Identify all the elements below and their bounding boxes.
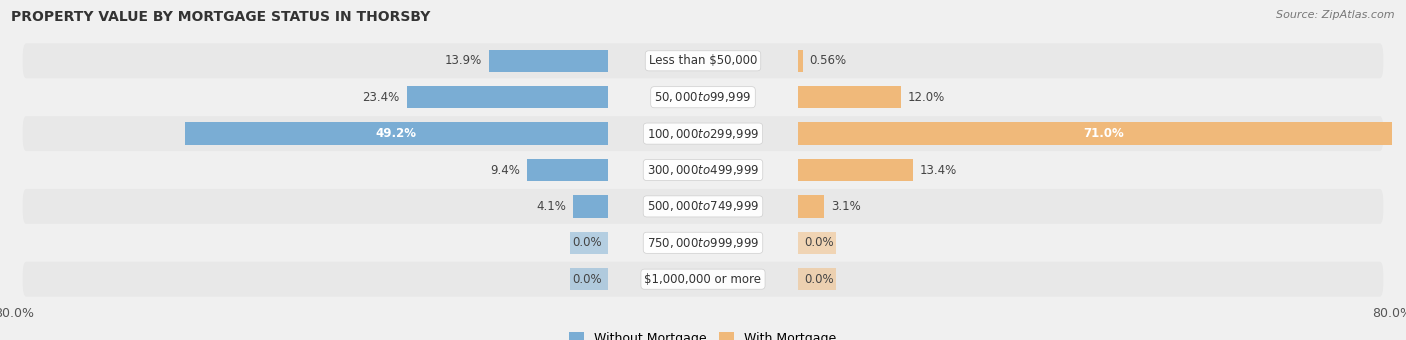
Bar xyxy=(184,122,609,145)
Bar xyxy=(527,159,609,181)
Text: 9.4%: 9.4% xyxy=(491,164,520,176)
Bar xyxy=(797,232,837,254)
Bar xyxy=(797,86,901,108)
Bar xyxy=(797,195,824,218)
Bar xyxy=(797,50,803,72)
Text: 0.56%: 0.56% xyxy=(810,54,846,67)
Text: PROPERTY VALUE BY MORTGAGE STATUS IN THORSBY: PROPERTY VALUE BY MORTGAGE STATUS IN THO… xyxy=(11,10,430,24)
Bar xyxy=(569,232,609,254)
Text: 71.0%: 71.0% xyxy=(1083,127,1123,140)
FancyBboxPatch shape xyxy=(22,262,1384,297)
Bar xyxy=(488,50,609,72)
FancyBboxPatch shape xyxy=(22,43,1384,78)
Text: $300,000 to $499,999: $300,000 to $499,999 xyxy=(647,163,759,177)
FancyBboxPatch shape xyxy=(22,116,1384,151)
Text: $100,000 to $299,999: $100,000 to $299,999 xyxy=(647,126,759,141)
FancyBboxPatch shape xyxy=(22,225,1384,260)
Bar xyxy=(797,268,837,290)
Text: 23.4%: 23.4% xyxy=(363,91,399,104)
Bar xyxy=(569,268,609,290)
Text: $750,000 to $999,999: $750,000 to $999,999 xyxy=(647,236,759,250)
Bar xyxy=(574,195,609,218)
Text: 13.9%: 13.9% xyxy=(444,54,482,67)
FancyBboxPatch shape xyxy=(22,189,1384,224)
Text: Source: ZipAtlas.com: Source: ZipAtlas.com xyxy=(1277,10,1395,20)
Text: $1,000,000 or more: $1,000,000 or more xyxy=(644,273,762,286)
Bar xyxy=(797,122,1406,145)
Text: 3.1%: 3.1% xyxy=(831,200,860,213)
Legend: Without Mortgage, With Mortgage: Without Mortgage, With Mortgage xyxy=(564,327,842,340)
Bar xyxy=(797,159,912,181)
Text: $50,000 to $99,999: $50,000 to $99,999 xyxy=(654,90,752,104)
Text: 0.0%: 0.0% xyxy=(804,236,834,249)
Text: 13.4%: 13.4% xyxy=(920,164,957,176)
Text: Less than $50,000: Less than $50,000 xyxy=(648,54,758,67)
Text: 4.1%: 4.1% xyxy=(536,200,567,213)
Text: 49.2%: 49.2% xyxy=(375,127,418,140)
Text: 0.0%: 0.0% xyxy=(804,273,834,286)
Text: $500,000 to $749,999: $500,000 to $749,999 xyxy=(647,199,759,214)
Text: 0.0%: 0.0% xyxy=(572,273,602,286)
FancyBboxPatch shape xyxy=(22,153,1384,187)
FancyBboxPatch shape xyxy=(22,80,1384,115)
Text: 0.0%: 0.0% xyxy=(572,236,602,249)
Bar xyxy=(406,86,609,108)
Text: 12.0%: 12.0% xyxy=(908,91,945,104)
